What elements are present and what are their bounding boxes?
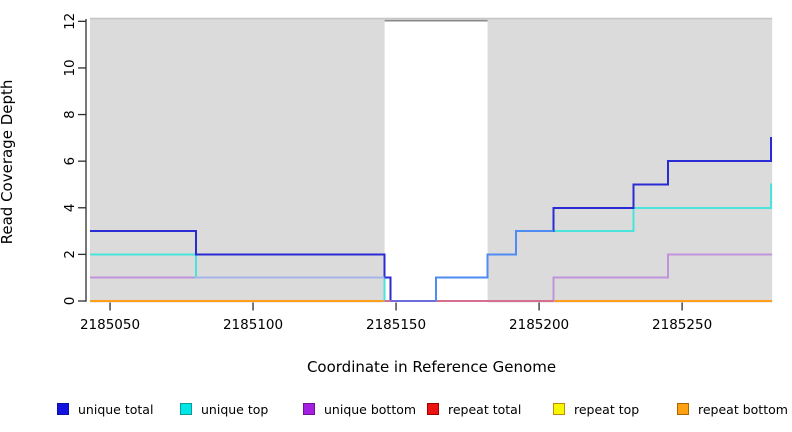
overlap-segment <box>435 230 554 301</box>
x-tick-label: 2185200 <box>509 317 569 333</box>
legend-label: repeat top <box>574 401 640 417</box>
shaded-region <box>90 19 385 303</box>
y-tick-label: 6 <box>62 157 78 166</box>
legend-item-unique-bottom: unique bottom <box>303 401 416 417</box>
legend-item-repeat-total: repeat total <box>427 401 521 417</box>
legend-swatch-icon <box>180 403 192 415</box>
x-tick-label: 2185050 <box>80 317 140 333</box>
legend-label: repeat bottom <box>698 401 788 417</box>
legend-label: unique bottom <box>324 401 417 417</box>
y-tick-label: 0 <box>62 297 78 306</box>
x-tick-label: 2185150 <box>366 317 426 333</box>
legend-item-repeat-top: repeat top <box>553 401 639 417</box>
legend-swatch-icon <box>57 403 69 415</box>
x-axis-title: Coordinate in Reference Genome <box>306 358 557 376</box>
y-tick-label: 2 <box>62 250 78 259</box>
y-tick-label: 4 <box>62 203 78 212</box>
legend: unique total unique top unique bottom repea… <box>0 401 792 421</box>
legend-label: repeat total <box>448 401 522 417</box>
legend-swatch-icon <box>677 403 689 415</box>
legend-swatch-icon <box>303 403 315 415</box>
x-tick-label: 2185100 <box>223 317 283 333</box>
y-tick-label: 12 <box>62 13 78 30</box>
legend-swatch-icon <box>427 403 439 415</box>
y-tick-label: 10 <box>62 59 78 76</box>
y-tick-label: 8 <box>62 110 78 119</box>
legend-item-unique-total: unique total <box>57 401 153 417</box>
y-axis-title: Read Coverage Depth <box>0 79 16 245</box>
legend-swatch-icon <box>553 403 565 415</box>
x-tick-label: 2185250 <box>652 317 712 333</box>
legend-label: unique top <box>201 401 269 417</box>
legend-item-unique-top: unique top <box>180 401 268 417</box>
legend-label: unique total <box>78 401 154 417</box>
legend-item-repeat-bottom: repeat bottom <box>677 401 788 417</box>
